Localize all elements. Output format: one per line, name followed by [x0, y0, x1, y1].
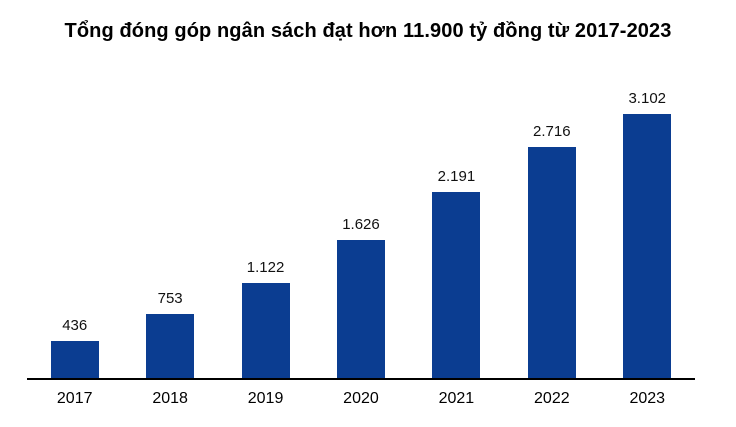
bar-column-2022: 2.716: [504, 86, 599, 378]
bar: [50, 341, 99, 378]
bar-column-2018: 753: [122, 86, 217, 378]
chart-title: Tổng đóng góp ngân sách đạt hơn 11.900 t…: [64, 20, 672, 42]
bar-column-2017: 436: [27, 86, 122, 378]
year-label: 2019: [247, 390, 284, 407]
bar-column-2020: 1.626: [313, 86, 408, 378]
year-label: 2021: [438, 390, 475, 407]
bar-column-2021: 2.191: [409, 86, 504, 378]
bar-column-2023: 3.102: [600, 86, 695, 378]
bar-value-label: 2.191: [437, 168, 476, 185]
bar-column-2019: 1.122: [218, 86, 313, 378]
bar: [527, 147, 576, 378]
year-label: 2022: [534, 390, 570, 407]
year-label: 2023: [629, 390, 666, 407]
year-label: 2020: [343, 390, 379, 407]
bar: [623, 114, 672, 378]
year-label: 2018: [152, 390, 188, 407]
bar: [146, 314, 195, 378]
bar: [241, 283, 290, 378]
x-axis-labels: 2017 2018 2019 2020 2021 2022 2023: [27, 390, 695, 408]
bar-value-label: 3.102: [628, 90, 667, 107]
bar-value-label: 436: [62, 317, 88, 334]
year-label: 2017: [56, 390, 93, 407]
bar-value-label: 1.626: [342, 216, 380, 233]
bar: [432, 192, 481, 378]
x-axis-line: [27, 378, 695, 380]
bar-value-label: 2.716: [533, 123, 571, 140]
bar-value-label: 1.122: [246, 259, 285, 276]
bar-value-label: 753: [157, 290, 183, 307]
plot-area: 436 753 1.122 1.626 2.191 2.716 3.102: [27, 86, 695, 378]
bar: [336, 240, 385, 378]
